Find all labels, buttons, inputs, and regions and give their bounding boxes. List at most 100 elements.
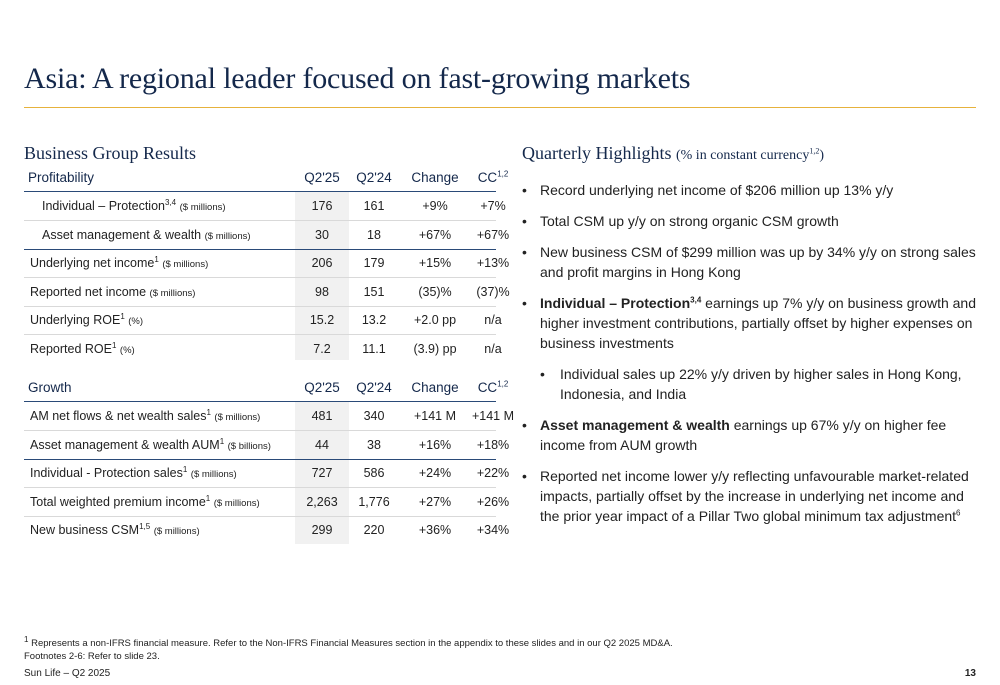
highlight-item: • Reported net income lower y/y reflectin… [522, 468, 969, 524]
cell-q225: 206 [311, 256, 333, 270]
col-q225: Q2'25 [304, 380, 340, 395]
row-divider [24, 305, 496, 307]
cell-change: +27% [418, 494, 452, 509]
row-divider [24, 277, 496, 278]
header-divider [24, 401, 496, 402]
col-cc: CC1,2 [477, 379, 509, 395]
row-label: Reported net income ($ millions) [30, 284, 196, 299]
table-row: Individual - Protection sales1 ($ millio… [24, 459, 509, 487]
cell-q224: 13.2 [361, 313, 387, 327]
row-label: Underlying ROE1 (%) [30, 311, 144, 327]
cell-cc: +34% [476, 523, 510, 537]
business-group-results-heading: Business Group Results [24, 143, 197, 163]
row-label: AM net flows & net wealth sales1 ($ mill… [30, 407, 261, 423]
table-row: Underlying ROE1 (%) 15.2 13.2 +2.0 pp n/a [24, 306, 502, 334]
cell-q224: 1,776 [358, 494, 390, 509]
cell-q224: 161 [363, 199, 385, 213]
cell-cc: +18% [476, 437, 510, 452]
cell-change: (3.9) pp [413, 341, 457, 356]
row-divider [24, 248, 496, 250]
cell-cc: +13% [476, 256, 510, 270]
cell-change: +9% [422, 199, 448, 213]
cell-q225: 98 [315, 284, 329, 299]
cell-change: +2.0 pp [413, 313, 457, 327]
profitability-label: Profitability [28, 170, 95, 185]
footer-company: Sun Life – Q2 2025 [24, 668, 111, 679]
cell-cc: +22% [476, 466, 510, 480]
col-cc: CC1,2 [477, 169, 509, 185]
col-q224: Q2'24 [356, 170, 392, 185]
cell-q225: 15.2 [309, 313, 335, 327]
profitability-header: Profitability Q2'25 Q2'24 Change CC1,2 [24, 166, 508, 190]
footnote-1: 1 Represents a non-IFRS financial measur… [24, 634, 673, 649]
highlight-item: • New business CSM of $299 million was up… [522, 244, 976, 280]
highlight-item: • Asset management & wealth earnings up 6… [522, 417, 947, 453]
cell-q225: 176 [311, 199, 333, 213]
table-row: Underlying net income1 ($ millions) 206 17… [24, 249, 509, 277]
highlight-item: • Individual – Protection3,4 earnings up … [522, 295, 976, 351]
col-q225: Q2'25 [304, 170, 340, 185]
cell-q225: 299 [311, 523, 333, 537]
row-label: New business CSM1,5 ($ millions) [30, 521, 200, 537]
cell-q225: 44 [315, 437, 329, 452]
table-row: New business CSM1,5 ($ millions) 299 220 +3… [24, 516, 509, 544]
cell-cc: n/a [484, 313, 502, 327]
row-divider [24, 430, 496, 431]
row-divider [24, 458, 496, 460]
cell-q224: 151 [363, 284, 385, 299]
q225-column-shade [295, 402, 349, 544]
row-label: Asset management & wealth ($ millions) [42, 227, 251, 242]
cell-cc: +26% [476, 494, 510, 509]
title-divider [24, 107, 976, 108]
cell-q224: 11.1 [362, 341, 386, 356]
row-divider [24, 515, 496, 517]
col-change: Change [411, 170, 459, 185]
cell-q224: 38 [367, 437, 381, 452]
cell-change: (35)% [418, 284, 452, 299]
row-label: Individual - Protection sales1 ($ millio… [30, 464, 237, 480]
row-label: Underlying net income1 ($ millions) [30, 254, 209, 270]
table-row: Total weighted premium income1 ($ millio… [24, 488, 509, 516]
col-q224: Q2'24 [356, 380, 392, 395]
cell-change: +16% [418, 437, 452, 452]
cell-change: +67% [418, 227, 452, 242]
row-divider [24, 487, 496, 488]
cell-q225: 727 [311, 466, 333, 480]
cell-cc: +7% [480, 199, 506, 213]
table-row: Asset management & wealth AUM1 ($ billio… [24, 431, 509, 459]
table-row: Individual – Protection3,4 ($ millions) 1… [24, 192, 506, 220]
row-divider [24, 334, 496, 335]
growth-header: Growth Q2'25 Q2'24 Change CC1,2 [24, 376, 508, 400]
cell-change: +15% [418, 256, 452, 270]
footnote-2: Footnotes 2-6: Refer to slide 23. [24, 651, 160, 662]
cell-q224: 179 [363, 256, 385, 270]
cell-q225: 2,263 [306, 494, 338, 509]
quarterly-highlights-heading: Quarterly Highlights (% in constant curr… [522, 143, 824, 163]
highlight-item: • Total CSM up y/y on strong organic CSM … [522, 213, 839, 229]
row-label: Individual – Protection3,4 ($ millions) [42, 197, 226, 213]
cell-cc: +67% [476, 227, 510, 242]
cell-change: +36% [418, 523, 452, 537]
cell-cc: +141 M [471, 409, 515, 423]
row-label: Reported ROE1 (%) [30, 340, 135, 356]
row-label: Asset management & wealth AUM1 ($ billio… [30, 436, 271, 452]
cell-change: +24% [418, 466, 452, 480]
page-number: 13 [964, 668, 976, 679]
row-divider [24, 220, 496, 221]
page-title: Asia: A regional leader focused on fast-… [24, 62, 691, 95]
cell-cc: n/a [484, 341, 502, 356]
row-label: Total weighted premium income1 ($ millio… [30, 493, 260, 509]
cell-q224: 340 [363, 409, 385, 423]
table-row: Reported net income ($ millions) 98 151 (35… [24, 278, 510, 306]
cell-q225: 30 [315, 227, 329, 242]
cell-q224: 220 [363, 523, 385, 537]
highlight-subitem: • Individual sales up 22% y/y driven by h… [540, 366, 962, 402]
cell-change: +141 M [413, 409, 457, 423]
highlight-item: • Record underlying net income of $206 mi… [522, 182, 894, 198]
cell-q225: 7.2 [313, 341, 331, 356]
business-results-table: Profitability Q2'25 Q2'24 Change CC1,2 I… [24, 166, 514, 546]
col-change: Change [411, 380, 459, 395]
cell-cc: (37)% [476, 284, 510, 299]
cell-q225: 481 [311, 409, 333, 423]
table-row: Asset management & wealth ($ millions) 30… [24, 221, 509, 249]
